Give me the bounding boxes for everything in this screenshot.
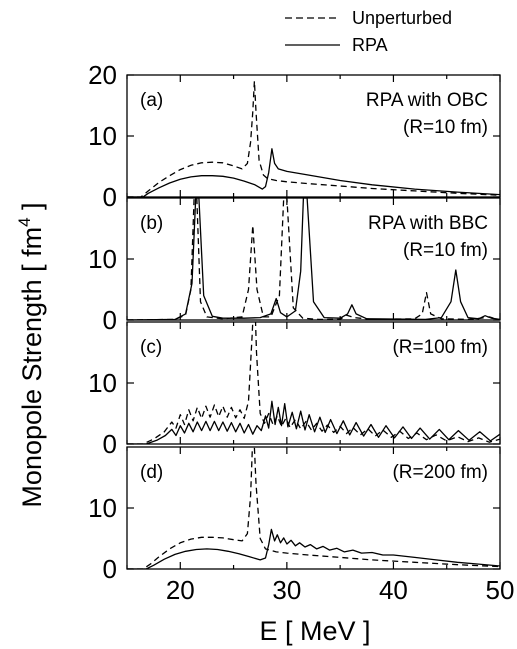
series-unperturbed-line-d — [127, 447, 500, 569]
panel-label-b: (b) — [140, 213, 163, 234]
y-tick-label-a-10: 10 — [88, 121, 117, 151]
y-axis-title-superscript: 4 — [15, 217, 34, 226]
y-tick-label-b-10: 10 — [88, 244, 117, 274]
panel-a: 0 10 20 (a) RPA with OBC (R=10 fm) — [88, 60, 501, 212]
y-tick-label-b-0: 0 — [103, 305, 117, 335]
series-rpa-line-a — [127, 148, 500, 197]
panel-annotation-c-0: (R=100 fm) — [392, 337, 488, 358]
y-tick-label-a-0: 0 — [103, 182, 117, 212]
series-unperturbed-line-a — [127, 80, 500, 197]
y-axis-title-suffix: ] — [17, 202, 47, 217]
panel-annotation-b-0: RPA with BBC — [368, 213, 488, 234]
panel-annotation-d-0: (R=200 fm) — [392, 462, 488, 483]
series-unperturbed-line-c — [127, 322, 500, 444]
x-tick-label-50: 50 — [486, 575, 515, 605]
x-tick-label-20: 20 — [166, 575, 195, 605]
panel-annotation-b-1: (R=10 fm) — [403, 240, 488, 261]
panel-d: 0 10 (d) (R=200 fm) — [88, 446, 501, 584]
panel-label-d: (d) — [140, 462, 163, 483]
x-axis-title: E [ MeV ] — [259, 616, 370, 646]
legend-label-unperturbed: Unperturbed — [352, 8, 452, 28]
legend-label-rpa: RPA — [352, 35, 388, 55]
x-tick-label-40: 40 — [379, 575, 408, 605]
panel-b: 0 10 (b) RPA with BBC (R=10 fm) — [88, 197, 501, 335]
panel-c: 0 10 (c) (R=100 fm) — [88, 321, 501, 459]
panel-annotation-a-0: RPA with OBC — [366, 90, 488, 111]
y-tick-label-d-0: 0 — [103, 554, 117, 584]
y-tick-label-d-10: 10 — [88, 493, 117, 523]
x-tick-label-30: 30 — [272, 575, 301, 605]
panel-label-a: (a) — [140, 90, 163, 111]
legend: Unperturbed RPA — [285, 8, 452, 55]
y-tick-label-a-20: 20 — [88, 60, 117, 90]
panel-label-c: (c) — [140, 337, 162, 358]
series-rpa-line-d — [127, 528, 500, 569]
series-rpa-line-b — [127, 198, 500, 320]
panel-annotation-a-1: (R=10 fm) — [403, 117, 488, 138]
x-tick-labels: 20 30 40 50 — [166, 575, 515, 605]
y-axis-title: Monopole Strength [ fm4 ] — [15, 202, 47, 507]
y-tick-label-c-10: 10 — [88, 368, 117, 398]
series-unperturbed-line-b — [127, 198, 500, 320]
series-rpa-line-c — [127, 400, 500, 444]
y-tick-label-c-0: 0 — [103, 429, 117, 459]
y-axis-title-main: Monopole Strength [ fm — [17, 227, 47, 508]
